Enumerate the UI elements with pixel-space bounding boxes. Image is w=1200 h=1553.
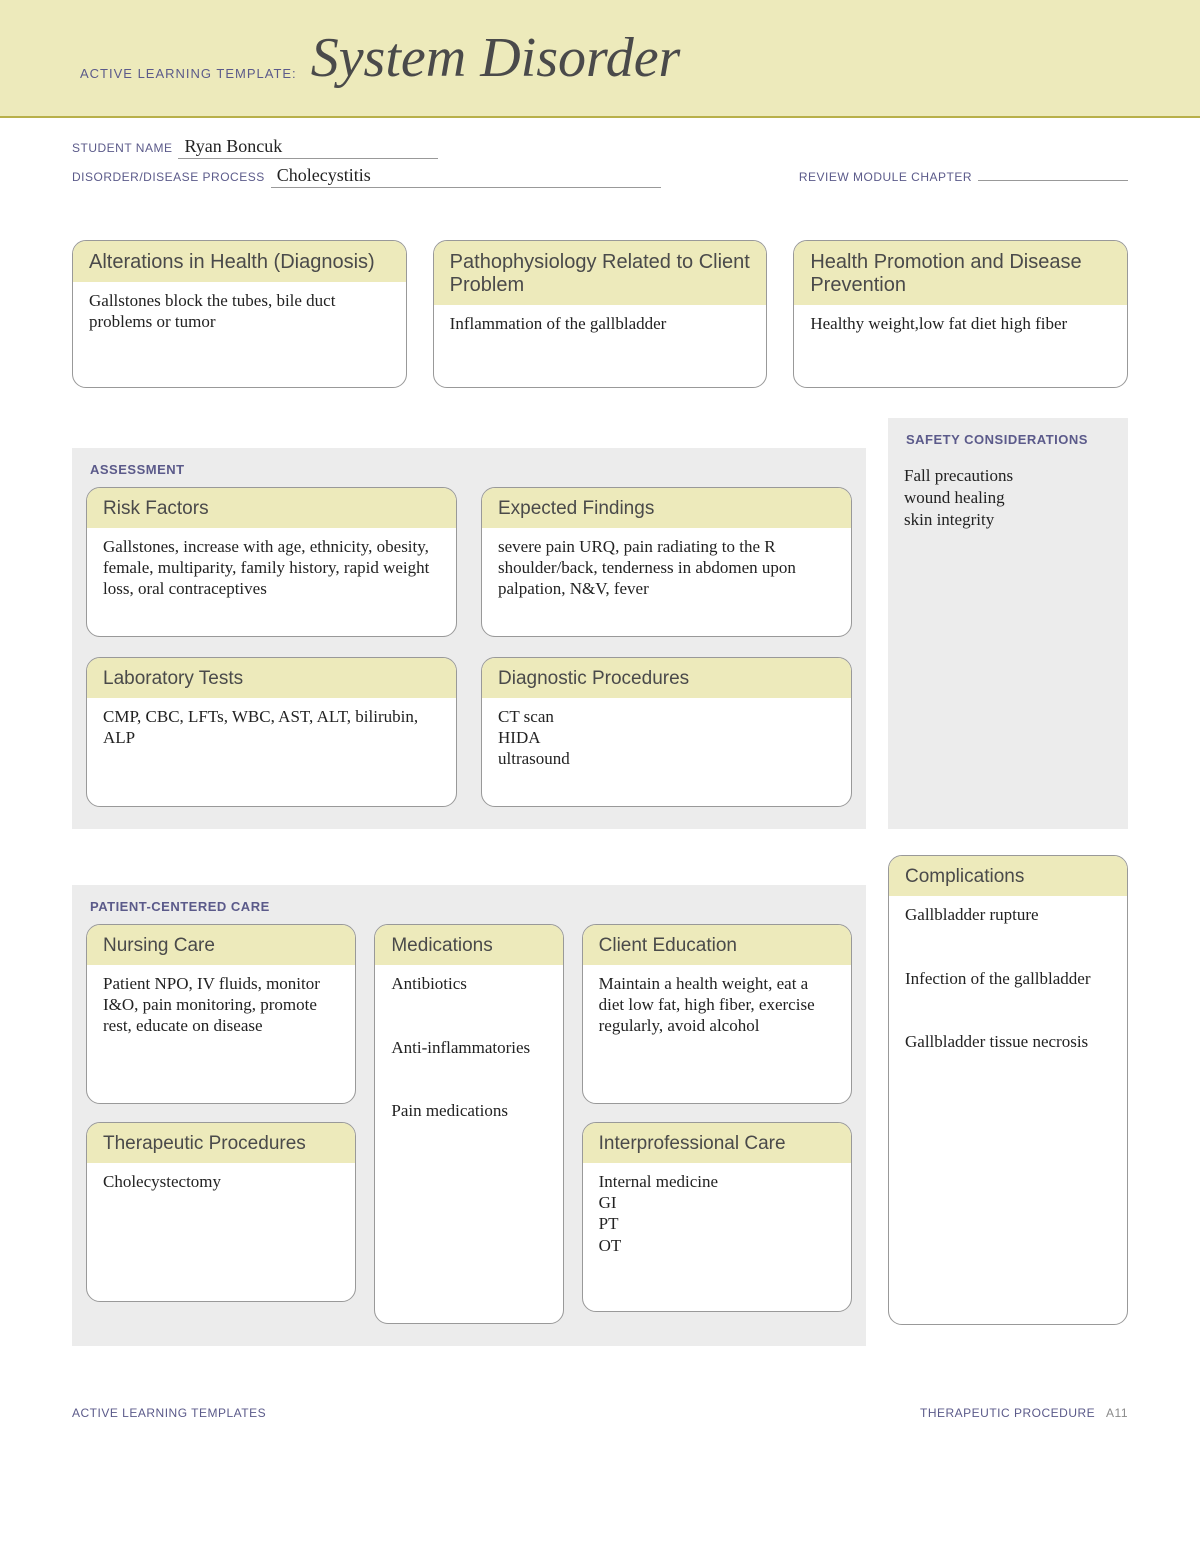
card-promotion-title: Health Promotion and Disease Prevention <box>794 241 1127 305</box>
assessment-safety-row: ASSESSMENT Risk Factors Gallstones, incr… <box>72 418 1128 829</box>
page-footer: ACTIVE LEARNING TEMPLATES THERAPEUTIC PR… <box>0 1346 1200 1450</box>
card-risk-body: Gallstones, increase with age, ethnicity… <box>87 528 456 636</box>
card-medications: Medications AntibioticsAnti-inflammatori… <box>374 924 563 1324</box>
card-education-body: Maintain a health weight, eat a diet low… <box>583 965 851 1103</box>
card-patho: Pathophysiology Related to Client Proble… <box>433 240 768 388</box>
pcc-complications-row: PATIENT-CENTERED CARE Nursing Care Patie… <box>72 855 1128 1346</box>
complications-column: Complications Gallbladder ruptureInfecti… <box>888 855 1128 1346</box>
card-findings-body: severe pain URQ, pain radiating to the R… <box>482 528 851 636</box>
card-nursing-care: Nursing Care Patient NPO, IV fluids, mon… <box>86 924 356 1104</box>
content-area: STUDENT NAME Ryan Boncuk DISORDER/DISEAS… <box>0 118 1200 1346</box>
card-promotion: Health Promotion and Disease Prevention … <box>793 240 1128 388</box>
card-diag-title: Diagnostic Procedures <box>482 658 851 698</box>
footer-right-label: THERAPEUTIC PROCEDURE <box>920 1406 1095 1420</box>
card-diag-body: CT scanHIDAultrasound <box>482 698 851 806</box>
card-alterations: Alterations in Health (Diagnosis) Gallst… <box>72 240 407 388</box>
pcc-section: PATIENT-CENTERED CARE Nursing Care Patie… <box>72 885 866 1346</box>
header-prefix: ACTIVE LEARNING TEMPLATE: <box>80 66 297 81</box>
card-nursing-title: Nursing Care <box>87 925 355 965</box>
card-therapeutic-title: Therapeutic Procedures <box>87 1123 355 1163</box>
card-expected-findings: Expected Findings severe pain URQ, pain … <box>481 487 852 637</box>
card-meds-body: AntibioticsAnti-inflammatoriesPain medic… <box>375 965 562 1323</box>
card-therapeutic-procedures: Therapeutic Procedures Cholecystectomy <box>86 1122 356 1302</box>
card-alterations-body: Gallstones block the tubes, bile duct pr… <box>73 282 406 387</box>
student-name-value: Ryan Boncuk <box>178 136 438 159</box>
card-complications: Complications Gallbladder ruptureInfecti… <box>888 855 1128 1325</box>
safety-column: SAFETY CONSIDERATIONS Fall precautionswo… <box>888 418 1128 829</box>
card-diagnostic-procedures: Diagnostic Procedures CT scanHIDAultraso… <box>481 657 852 807</box>
card-interprofessional-care: Interprofessional Care Internal medicine… <box>582 1122 852 1312</box>
student-name-label: STUDENT NAME <box>72 141 172 155</box>
review-chapter-label: REVIEW MODULE CHAPTER <box>799 170 972 184</box>
card-complications-title: Complications <box>889 856 1127 896</box>
card-lab-tests: Laboratory Tests CMP, CBC, LFTs, WBC, AS… <box>86 657 457 807</box>
safety-body: Fall precautionswound healingskin integr… <box>902 457 1114 539</box>
assessment-label: ASSESSMENT <box>90 462 852 477</box>
safety-label: SAFETY CONSIDERATIONS <box>906 432 1114 447</box>
card-patho-body: Inflammation of the gallbladder <box>434 305 767 387</box>
header-band: ACTIVE LEARNING TEMPLATE: System Disorde… <box>0 0 1200 118</box>
card-promotion-body: Healthy weight,low fat diet high fiber <box>794 305 1127 387</box>
card-interprof-title: Interprofessional Care <box>583 1123 851 1163</box>
assessment-section: ASSESSMENT Risk Factors Gallstones, incr… <box>72 448 866 829</box>
card-risk-title: Risk Factors <box>87 488 456 528</box>
safety-section: SAFETY CONSIDERATIONS Fall precautionswo… <box>888 418 1128 829</box>
footer-right: THERAPEUTIC PROCEDURE A11 <box>920 1406 1128 1420</box>
card-complications-body: Gallbladder ruptureInfection of the gall… <box>889 896 1127 1324</box>
card-alterations-title: Alterations in Health (Diagnosis) <box>73 241 406 282</box>
disorder-row: DISORDER/DISEASE PROCESS Cholecystitis R… <box>72 165 1128 194</box>
card-client-education: Client Education Maintain a health weigh… <box>582 924 852 1104</box>
card-therapeutic-body: Cholecystectomy <box>87 1163 355 1301</box>
footer-left: ACTIVE LEARNING TEMPLATES <box>72 1406 266 1420</box>
student-name-row: STUDENT NAME Ryan Boncuk <box>72 136 1128 159</box>
disorder-label: DISORDER/DISEASE PROCESS <box>72 170 265 184</box>
top-cards-row: Alterations in Health (Diagnosis) Gallst… <box>72 240 1128 388</box>
disorder-value: Cholecystitis <box>271 165 661 188</box>
review-chapter-blank <box>978 167 1128 181</box>
card-risk-factors: Risk Factors Gallstones, increase with a… <box>86 487 457 637</box>
header-title: System Disorder <box>311 26 681 90</box>
card-interprof-body: Internal medicineGIPTOT <box>583 1163 851 1311</box>
card-labs-body: CMP, CBC, LFTs, WBC, AST, ALT, bilirubin… <box>87 698 456 806</box>
card-meds-title: Medications <box>375 925 562 965</box>
card-findings-title: Expected Findings <box>482 488 851 528</box>
card-education-title: Client Education <box>583 925 851 965</box>
card-nursing-body: Patient NPO, IV fluids, monitor I&O, pai… <box>87 965 355 1103</box>
card-labs-title: Laboratory Tests <box>87 658 456 698</box>
card-patho-title: Pathophysiology Related to Client Proble… <box>434 241 767 305</box>
pcc-label: PATIENT-CENTERED CARE <box>90 899 852 914</box>
footer-page-number: A11 <box>1106 1406 1128 1420</box>
